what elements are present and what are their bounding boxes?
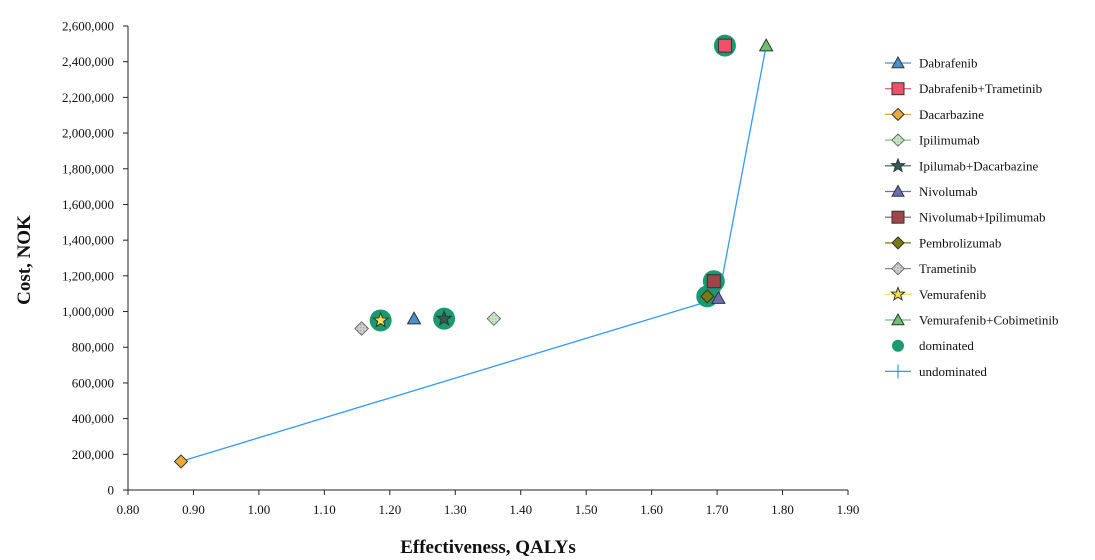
y-tick-label: 1,000,000 <box>62 304 114 319</box>
legend-item: dominated <box>892 338 974 353</box>
x-ticks: 0.80 0.90 1.00 1.10 1.20 1.30 1.40 1.50 1.60 1.70… <box>117 490 860 517</box>
legend-marker <box>891 82 905 96</box>
x-tick-label: 1.60 <box>640 502 663 517</box>
legend-marker-circle <box>892 339 904 352</box>
y-tick-label: 2,600,000 <box>62 19 114 34</box>
legend-item: Pembrolizumab <box>885 235 1001 250</box>
legend-label: Nivolumab <box>919 184 978 199</box>
x-tick-label: 1.20 <box>378 502 401 517</box>
data-point <box>717 38 732 53</box>
data-point <box>406 311 422 325</box>
legend: Dabrafenib Dabrafenib+Trametinib Dacarbazi… <box>885 56 1058 379</box>
legend-marker <box>891 261 905 276</box>
axes <box>127 26 848 491</box>
legend-item: Nivolumab+Ipilimumab <box>885 210 1045 225</box>
legend-marker <box>891 184 905 197</box>
y-tick-label: 2,000,000 <box>62 126 114 141</box>
legend-item: Nivolumab <box>885 184 978 199</box>
legend-marker-cross <box>885 364 911 379</box>
legend-label: Trametinib <box>919 261 976 276</box>
legend-item: Dacarbazine <box>885 107 984 122</box>
x-tick-label: 1.00 <box>248 502 271 517</box>
y-tick-label: 1,200,000 <box>62 268 114 283</box>
undominated-line <box>180 45 767 463</box>
data-point <box>700 289 715 304</box>
legend-item: Ipilumab+Dacarbazine <box>885 157 1038 173</box>
legend-label: Pembrolizumab <box>919 235 1001 250</box>
data-point <box>758 38 774 52</box>
legend-label: Vemurafenib <box>919 287 986 302</box>
legend-label: Dabrafenib+Trametinib <box>919 81 1042 96</box>
x-tick-label: 1.40 <box>509 502 532 517</box>
data-markers <box>173 38 774 469</box>
legend-marker <box>891 210 905 224</box>
legend-item: Trametinib <box>885 261 976 276</box>
legend-marker <box>891 55 905 69</box>
data-point <box>173 454 189 469</box>
y-tick-label: 400,000 <box>72 411 114 426</box>
y-tick-label: 2,400,000 <box>62 54 114 69</box>
x-tick-label: 0.80 <box>117 502 140 517</box>
legend-item: Vemurafenib <box>885 285 986 302</box>
legend-marker <box>891 312 905 326</box>
y-tick-label: 800,000 <box>72 340 114 355</box>
data-point <box>486 311 502 326</box>
legend-item: undominated <box>885 364 987 379</box>
data-point <box>354 321 369 336</box>
legend-label: Nivolumab+Ipilimumab <box>919 210 1045 225</box>
legend-marker <box>891 133 905 147</box>
legend-label: Ipilimumab <box>919 133 980 148</box>
legend-label: undominated <box>919 364 987 379</box>
x-tick-label: 1.50 <box>575 502 598 517</box>
y-tick-label: 1,600,000 <box>62 197 114 212</box>
legend-label: dominated <box>919 338 974 353</box>
x-tick-label: 1.70 <box>706 502 729 517</box>
undominated-frontier <box>180 45 767 463</box>
legend-item: Dabrafenib <box>885 56 977 71</box>
y-tick-label: 0 <box>108 483 115 498</box>
data-point <box>706 274 721 289</box>
dominated-markers <box>369 34 736 332</box>
x-axis-title: Effectiveness, QALYs <box>400 537 576 558</box>
legend-marker <box>890 285 906 302</box>
data-point <box>711 290 726 304</box>
legend-label: Vemurafenib+Cobimetinib <box>919 313 1058 328</box>
y-ticks: 0 200,000 400,000 600,000 800,000 1,000,000 1,… <box>62 19 128 498</box>
x-tick-label: 1.30 <box>444 502 467 517</box>
y-tick-label: 600,000 <box>72 375 114 390</box>
legend-item: Dabrafenib+Trametinib <box>885 81 1042 96</box>
y-tick-label: 1,400,000 <box>62 233 114 248</box>
data-point <box>372 311 390 328</box>
legend-item: Ipilimumab <box>885 133 980 148</box>
x-tick-label: 1.80 <box>771 502 794 517</box>
y-tick-label: 200,000 <box>72 447 114 462</box>
y-axis-title: Cost, NOK <box>14 215 35 305</box>
legend-marker <box>891 236 905 250</box>
legend-label: Dacarbazine <box>919 107 984 122</box>
data-point <box>435 309 453 326</box>
y-tick-label: 2,200,000 <box>62 90 114 105</box>
x-tick-label: 0.90 <box>182 502 205 517</box>
x-tick-label: 1.90 <box>837 502 860 517</box>
legend-label: Ipilumab+Dacarbazine <box>919 158 1038 173</box>
legend-marker <box>891 107 905 122</box>
y-tick-label: 1,800,000 <box>62 161 114 176</box>
legend-marker <box>890 157 906 173</box>
legend-label: Dabrafenib <box>919 56 977 71</box>
legend-item: Vemurafenib+Cobimetinib <box>885 313 1058 328</box>
x-tick-label: 1.10 <box>313 502 336 517</box>
